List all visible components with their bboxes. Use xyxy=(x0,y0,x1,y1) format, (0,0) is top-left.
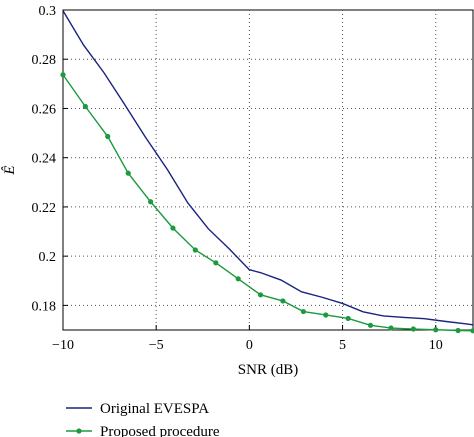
data-point xyxy=(367,322,374,328)
x-tick-label: 0 xyxy=(246,338,253,353)
y-tick-label: 0.24 xyxy=(32,152,57,167)
data-point xyxy=(300,308,307,315)
y-tick-label: 0.3 xyxy=(39,4,57,19)
legend: Original EVESPA Proposed procedure xyxy=(66,401,220,437)
data-point xyxy=(388,325,394,331)
data-point xyxy=(60,72,66,78)
plot-frame xyxy=(62,9,474,331)
data-point xyxy=(192,247,198,253)
data-point xyxy=(257,292,264,298)
y-axis-label: Ê xyxy=(1,165,18,175)
data-point xyxy=(345,315,351,322)
legend-label-original-evespa: Original EVESPA xyxy=(100,401,209,417)
data-point xyxy=(105,133,111,140)
series-line-0 xyxy=(62,10,474,326)
data-point xyxy=(455,327,461,334)
legend-label-proposed-procedure: Proposed procedure xyxy=(100,424,220,437)
y-tick-label: 0.22 xyxy=(32,201,57,216)
grid xyxy=(63,10,473,330)
data-point xyxy=(470,328,474,334)
series-line-1 xyxy=(62,74,474,332)
data-point xyxy=(170,225,176,231)
data-point xyxy=(410,326,416,332)
data-point xyxy=(125,170,131,176)
legend-marker-proposed-procedure xyxy=(76,428,82,434)
x-tick-label: −5 xyxy=(149,338,164,353)
x-axis-label: SNR (dB) xyxy=(238,362,298,378)
x-tick-label: −10 xyxy=(52,338,74,353)
data-point xyxy=(82,103,88,110)
ticks: −10 −5 0 5 10 0.18 0.2 0.22 0.24 0.26 0.28 0.3 xyxy=(32,4,443,353)
x-tick-label: 5 xyxy=(339,338,346,353)
y-tick-label: 0.26 xyxy=(32,102,57,117)
data-point xyxy=(280,298,286,304)
data-point xyxy=(235,276,241,282)
y-tick-label: 0.28 xyxy=(32,53,57,68)
series-markers xyxy=(60,72,474,334)
x-tick-label: 10 xyxy=(429,338,443,353)
y-tick-label: 0.2 xyxy=(39,250,57,265)
data-point xyxy=(147,199,154,205)
data-point xyxy=(323,312,329,318)
data-point xyxy=(213,260,219,266)
series-lines xyxy=(62,10,474,332)
data-point xyxy=(433,327,439,333)
y-tick-label: 0.18 xyxy=(32,299,57,314)
